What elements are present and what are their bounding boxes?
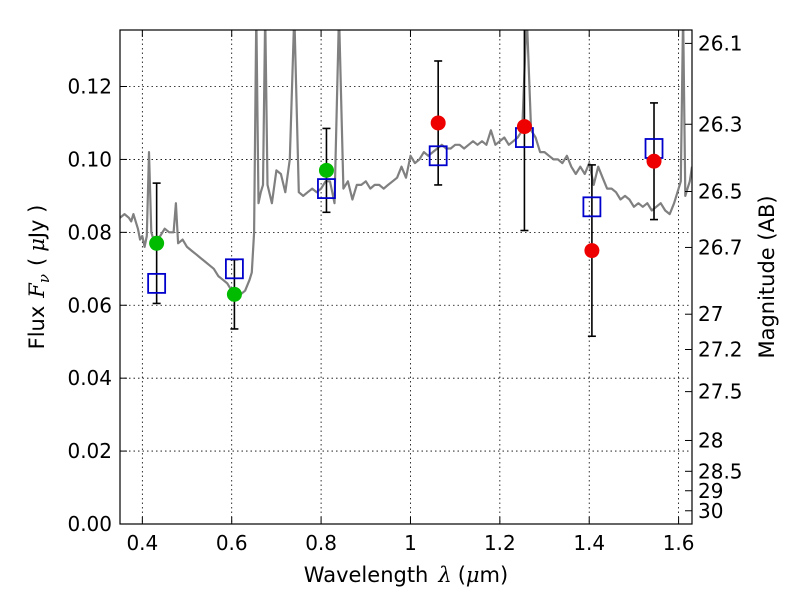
y-axis-title: Flux Fν ( μJy ) <box>25 205 53 350</box>
x-axis-title-symbol: λ <box>437 563 451 587</box>
y-axis-title-unit: Jy ) <box>25 205 49 241</box>
y2-tick-label: 27.2 <box>698 338 743 362</box>
data-markers <box>147 30 664 338</box>
plot-frame <box>119 29 693 525</box>
green-point <box>226 286 242 302</box>
y-tick-label: 0.00 <box>67 512 112 536</box>
y-tick-label: 0.10 <box>67 147 112 171</box>
green-point <box>149 235 165 251</box>
y-axis-title-prefix: Flux <box>25 306 49 350</box>
y2-axis-title: Magnitude (AB) <box>755 195 779 358</box>
y2-tick-label: 26.1 <box>698 31 743 55</box>
x-tick-label: 0.6 <box>216 531 248 555</box>
y-tick-label: 0.02 <box>67 439 112 463</box>
red-point <box>584 243 600 259</box>
y-axis-title-symbol: F <box>25 282 49 299</box>
spectrum-line <box>120 30 692 296</box>
green-point <box>318 162 334 178</box>
y2-tick-label: 28.5 <box>698 459 743 483</box>
x-tick-label: 1.6 <box>663 531 695 555</box>
y-tick-label: 0.04 <box>67 366 112 390</box>
y-axis-title-mu: μ <box>25 238 49 252</box>
y2-tick-label: 26.3 <box>698 112 743 136</box>
x-tick-label: 1 <box>404 531 417 555</box>
red-point <box>516 119 532 135</box>
x-axis-title-unit: m) <box>480 563 509 587</box>
y2-tick-label: 30 <box>698 499 723 523</box>
y2-tick-label: 27.5 <box>698 380 743 404</box>
spectrum <box>120 30 692 296</box>
x-tick-label: 0.8 <box>305 531 337 555</box>
x-tick-label: 1.2 <box>484 531 516 555</box>
y2-tick-label: 26.5 <box>698 180 743 204</box>
y2-tick-label: 27 <box>698 302 723 326</box>
x-tick-label: 0.4 <box>126 531 158 555</box>
x-axis-title-mu: μ <box>466 563 480 587</box>
y-tick-label: 0.08 <box>67 220 112 244</box>
ticks: 0.4 0.6 0.8 1 1.2 1.4 1.6 0.00 0.02 0.04 0.06 0.08 0… <box>67 30 743 555</box>
y-tick-label: 0.06 <box>67 293 112 317</box>
model-square <box>224 258 244 280</box>
x-tick-label: 1.4 <box>573 531 605 555</box>
x-axis-title-paren: ( <box>458 563 466 587</box>
y2-tick-label: 29 <box>698 479 723 503</box>
y-tick-label: 0.12 <box>67 75 112 99</box>
x-axis-title: Wavelength λ (μm) <box>304 563 508 587</box>
x-axis-title-prefix: Wavelength <box>304 563 429 587</box>
plot-background <box>120 30 692 524</box>
red-point <box>646 153 662 169</box>
model-square <box>582 196 602 218</box>
model-square <box>147 272 167 294</box>
y2-tick-label: 26.7 <box>698 235 743 259</box>
y-axis-title-sub: ν <box>35 274 53 283</box>
model-square <box>428 145 448 167</box>
y-axis-title-paren: ( <box>25 258 49 266</box>
red-point <box>430 115 446 131</box>
y2-tick-label: 28 <box>698 428 723 452</box>
model-square <box>317 178 336 199</box>
